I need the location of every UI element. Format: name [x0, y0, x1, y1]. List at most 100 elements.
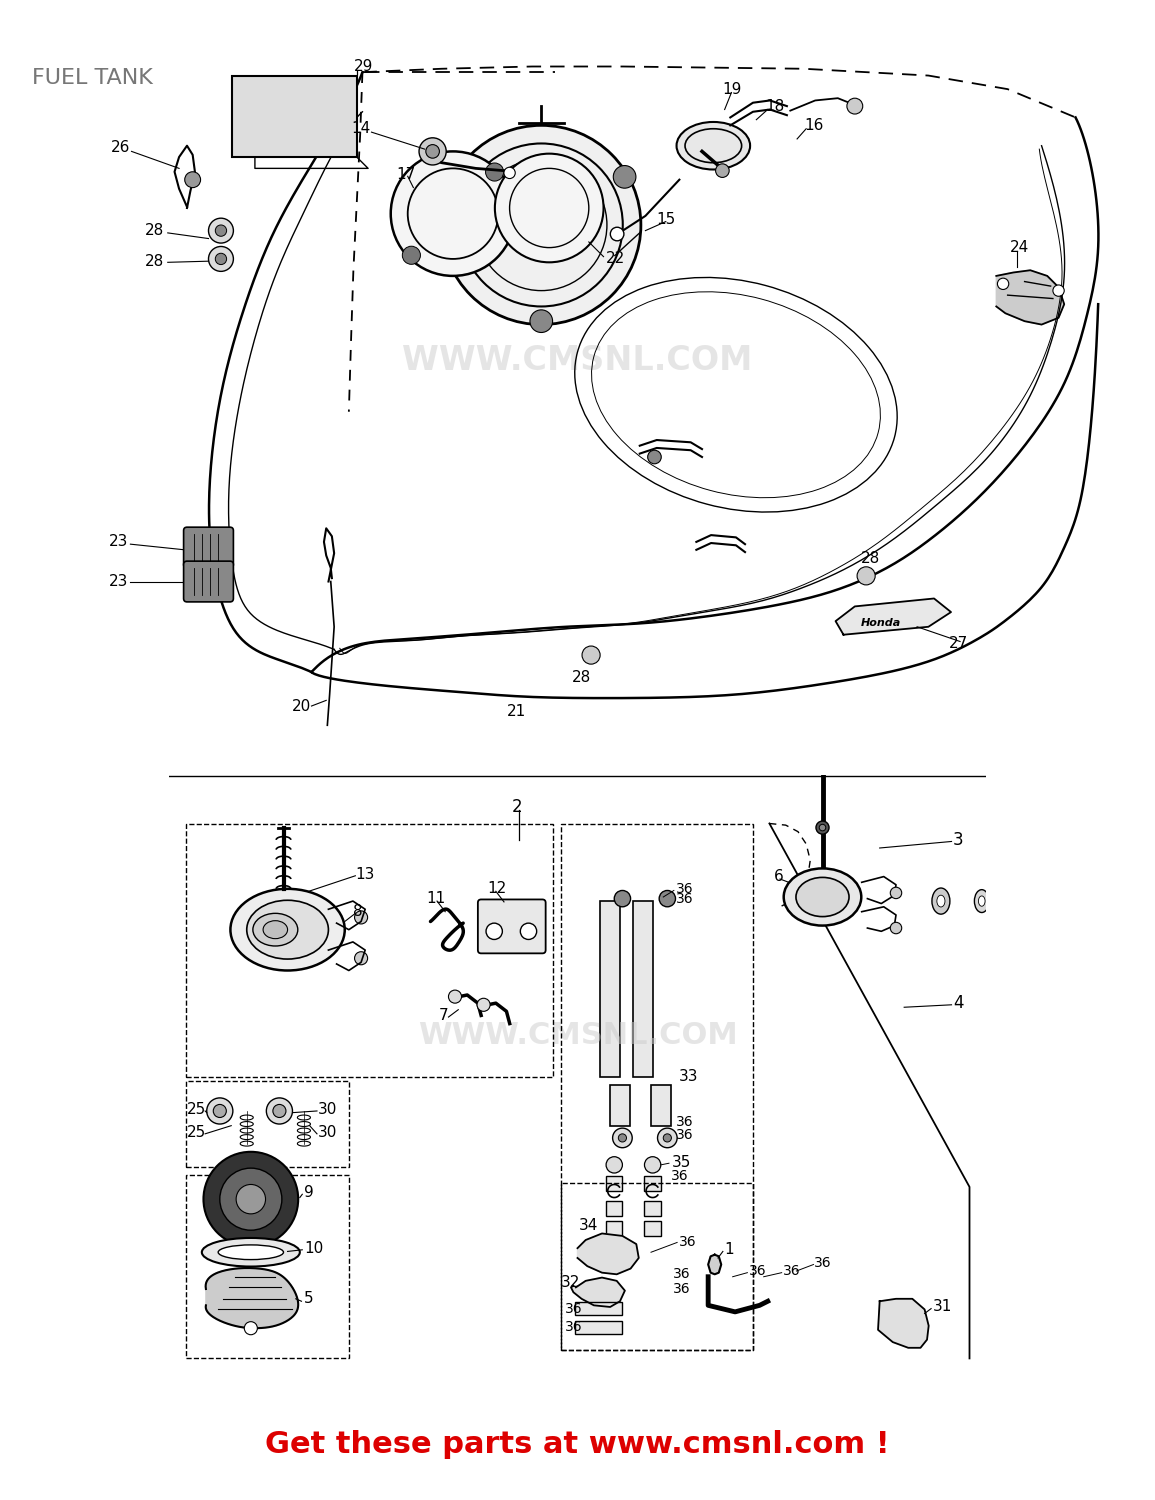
Circle shape: [477, 999, 490, 1011]
Text: 3: 3: [953, 831, 963, 849]
Ellipse shape: [1105, 894, 1119, 909]
Polygon shape: [571, 1278, 625, 1306]
Circle shape: [185, 172, 201, 188]
Text: 1: 1: [724, 1242, 735, 1257]
Text: 36: 36: [676, 1128, 693, 1143]
Circle shape: [998, 278, 1008, 290]
Text: 32: 32: [561, 1275, 581, 1290]
Polygon shape: [878, 1299, 929, 1348]
FancyBboxPatch shape: [606, 1221, 623, 1236]
Text: 23: 23: [109, 534, 128, 549]
Circle shape: [648, 450, 662, 464]
Text: 8: 8: [353, 904, 363, 920]
Text: 31: 31: [933, 1299, 952, 1314]
Text: 33: 33: [679, 1070, 699, 1084]
Circle shape: [402, 246, 420, 264]
Circle shape: [657, 1128, 677, 1148]
Circle shape: [504, 166, 515, 178]
Circle shape: [582, 646, 601, 664]
Text: 35: 35: [671, 1155, 691, 1170]
Circle shape: [486, 922, 502, 939]
Circle shape: [219, 1168, 282, 1230]
Circle shape: [606, 1156, 623, 1173]
Text: 14: 14: [351, 122, 371, 136]
Ellipse shape: [796, 878, 849, 916]
Circle shape: [215, 225, 226, 237]
Circle shape: [857, 567, 875, 585]
Text: 6: 6: [774, 868, 783, 883]
Text: Get these parts at www.cmsnl.com !: Get these parts at www.cmsnl.com !: [266, 1430, 889, 1458]
Text: WWW.CMSNL.COM: WWW.CMSNL.COM: [402, 345, 753, 378]
Ellipse shape: [253, 914, 298, 946]
Text: WWW.CMSNL.COM: WWW.CMSNL.COM: [418, 1022, 737, 1050]
Ellipse shape: [677, 122, 750, 170]
Text: 28: 28: [146, 254, 164, 268]
Circle shape: [610, 226, 624, 242]
FancyBboxPatch shape: [651, 1084, 671, 1125]
Text: 36: 36: [565, 1320, 583, 1335]
Circle shape: [612, 1128, 632, 1148]
Ellipse shape: [247, 900, 328, 958]
Text: 25: 25: [187, 1102, 207, 1118]
FancyBboxPatch shape: [644, 1221, 661, 1236]
Circle shape: [530, 310, 552, 333]
Text: 34: 34: [579, 1218, 598, 1233]
Text: 13: 13: [356, 867, 374, 882]
Circle shape: [494, 153, 604, 262]
FancyBboxPatch shape: [478, 900, 545, 954]
Text: 29: 29: [353, 58, 373, 74]
Text: 19: 19: [722, 81, 742, 96]
Ellipse shape: [218, 1245, 283, 1260]
Ellipse shape: [819, 825, 826, 831]
Text: FUEL TANK: FUEL TANK: [32, 68, 152, 88]
Text: 2: 2: [512, 798, 523, 816]
Polygon shape: [708, 1254, 721, 1275]
FancyBboxPatch shape: [633, 902, 653, 1077]
Text: 18: 18: [766, 99, 784, 114]
Circle shape: [485, 164, 504, 182]
Circle shape: [441, 126, 641, 324]
Ellipse shape: [975, 890, 989, 912]
Text: 28: 28: [860, 552, 880, 567]
Circle shape: [644, 1156, 661, 1173]
Ellipse shape: [937, 896, 945, 908]
Polygon shape: [578, 1233, 639, 1275]
Text: 21: 21: [507, 704, 527, 718]
Circle shape: [614, 891, 631, 908]
Ellipse shape: [263, 921, 288, 939]
Ellipse shape: [1040, 892, 1060, 909]
Text: 28: 28: [572, 670, 591, 686]
Text: 5: 5: [304, 1292, 313, 1306]
Circle shape: [214, 1104, 226, 1118]
Text: 36: 36: [748, 1264, 767, 1278]
FancyBboxPatch shape: [184, 526, 233, 568]
Ellipse shape: [230, 890, 344, 971]
FancyBboxPatch shape: [575, 1302, 623, 1316]
Text: 22: 22: [605, 252, 625, 267]
Ellipse shape: [784, 868, 862, 925]
Circle shape: [390, 152, 515, 276]
Text: 9: 9: [304, 1185, 314, 1200]
Text: 36: 36: [673, 1268, 691, 1281]
Ellipse shape: [1109, 898, 1116, 904]
Text: 15: 15: [657, 211, 676, 226]
Polygon shape: [206, 1268, 298, 1328]
Circle shape: [273, 1104, 286, 1118]
Circle shape: [426, 144, 439, 158]
Text: 10: 10: [304, 1240, 323, 1256]
Circle shape: [847, 98, 863, 114]
Text: 36: 36: [783, 1264, 800, 1278]
Circle shape: [209, 246, 233, 272]
Circle shape: [215, 254, 226, 264]
Ellipse shape: [1012, 894, 1024, 908]
Polygon shape: [835, 598, 951, 634]
Ellipse shape: [202, 1238, 300, 1266]
Text: 28: 28: [146, 224, 164, 238]
Circle shape: [618, 1134, 626, 1142]
FancyBboxPatch shape: [184, 561, 233, 602]
Circle shape: [448, 990, 462, 1004]
Circle shape: [521, 922, 537, 939]
Text: 36: 36: [814, 1256, 832, 1270]
Text: 7: 7: [439, 1008, 448, 1023]
Text: 36: 36: [565, 1302, 583, 1316]
